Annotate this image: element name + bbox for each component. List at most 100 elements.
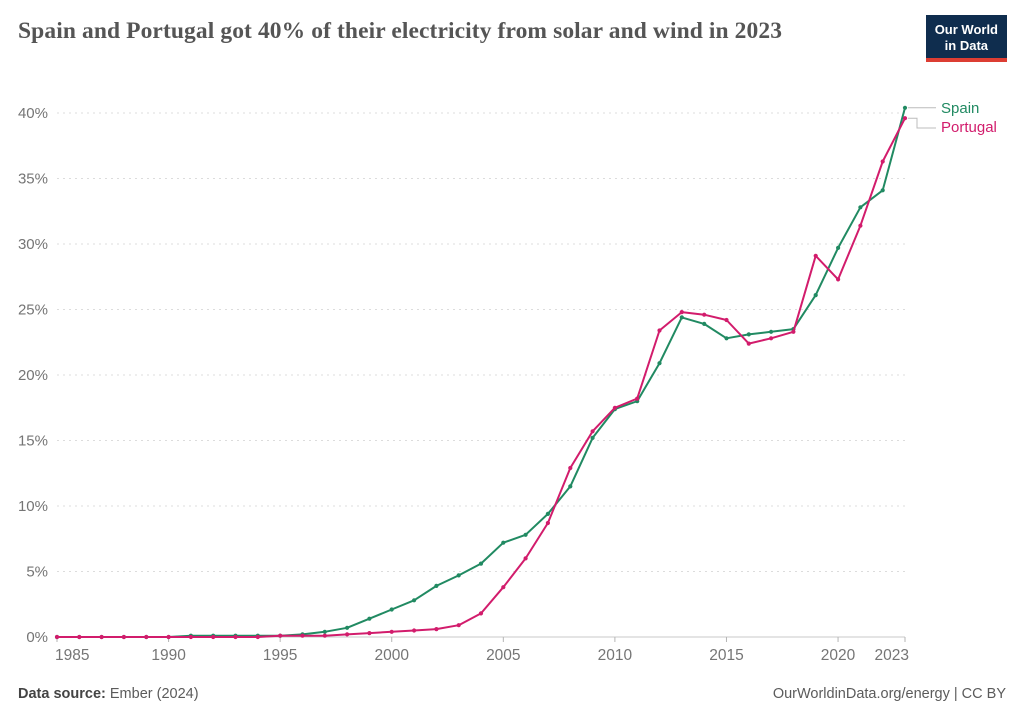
- x-tick-label: 1995: [263, 647, 297, 664]
- data-point-portugal-1992[interactable]: [211, 634, 216, 640]
- y-tick-label: 0%: [26, 629, 48, 646]
- data-source-value: Ember (2024): [109, 686, 199, 702]
- data-point-portugal-1987[interactable]: [99, 634, 104, 640]
- data-point-spain-1998[interactable]: [345, 625, 350, 630]
- owid-logo-line2: in Data: [944, 38, 989, 53]
- data-point-portugal-2005[interactable]: [501, 585, 506, 590]
- data-point-portugal-1994[interactable]: [255, 634, 260, 640]
- y-tick-label: 40%: [18, 105, 48, 122]
- data-point-portugal-2010[interactable]: [612, 405, 618, 410]
- data-point-spain-2021[interactable]: [858, 205, 863, 210]
- data-point-spain-2023[interactable]: [902, 105, 908, 110]
- x-tick-label: 2020: [821, 647, 856, 664]
- legend-connectors: [908, 107, 936, 129]
- data-point-portugal-2001[interactable]: [412, 628, 417, 633]
- data-point-portugal-2015[interactable]: [724, 317, 729, 323]
- data-point-portugal-2020[interactable]: [836, 277, 841, 282]
- data-point-portugal-1991[interactable]: [188, 634, 193, 640]
- x-tick-label: 1985: [55, 647, 89, 664]
- data-point-portugal-2018[interactable]: [791, 329, 796, 334]
- data-point-spain-2001[interactable]: [412, 598, 417, 603]
- data-point-spain-2020[interactable]: [836, 245, 841, 250]
- page-title: Spain and Portugal got 40% of their elec…: [18, 18, 783, 44]
- data-point-portugal-2009[interactable]: [590, 429, 595, 434]
- data-point-portugal-1993[interactable]: [233, 634, 238, 640]
- data-point-portugal-1995[interactable]: [278, 633, 283, 638]
- series-points-portugal[interactable]: [54, 116, 908, 640]
- data-point-portugal-1999[interactable]: [367, 631, 372, 636]
- x-axis-labels: 1985 1990 1995 2000 2005 2010 2015 2020 2023: [55, 647, 909, 664]
- y-tick-label: 5%: [26, 564, 48, 581]
- data-point-portugal-2017[interactable]: [769, 336, 774, 341]
- data-source-label: Data source:: [18, 686, 106, 702]
- data-point-portugal-2012[interactable]: [657, 328, 662, 333]
- y-tick-label: 10%: [18, 498, 48, 515]
- data-point-spain-2009[interactable]: [590, 435, 595, 440]
- data-point-portugal-2002[interactable]: [434, 627, 439, 632]
- data-point-spain-2016[interactable]: [746, 332, 751, 337]
- series-line-portugal[interactable]: [56, 117, 906, 638]
- x-tick-label: 2005: [486, 647, 520, 664]
- data-point-portugal-2007[interactable]: [545, 520, 551, 526]
- data-point-portugal-2003[interactable]: [456, 623, 461, 628]
- data-point-spain-2014[interactable]: [702, 321, 707, 326]
- x-tick-label: 2000: [374, 647, 409, 664]
- data-point-spain-2022[interactable]: [880, 188, 885, 193]
- data-point-portugal-2016[interactable]: [746, 341, 751, 346]
- y-gridlines: [57, 112, 905, 572]
- y-tick-label: 25%: [18, 302, 48, 319]
- data-point-portugal-1989[interactable]: [144, 634, 149, 640]
- x-tick-label: 2023: [875, 647, 909, 664]
- data-point-portugal-2004[interactable]: [478, 611, 484, 616]
- owid-logo[interactable]: Our World in Data: [925, 15, 1007, 62]
- data-point-portugal-2000[interactable]: [389, 629, 394, 634]
- y-tick-label: 30%: [18, 236, 48, 253]
- data-point-spain-2003[interactable]: [456, 573, 461, 578]
- x-tick-label: 1990: [151, 647, 186, 664]
- data-point-spain-2012[interactable]: [657, 361, 662, 366]
- series-points-spain[interactable]: [54, 105, 908, 640]
- data-point-portugal-2023[interactable]: [902, 116, 908, 121]
- data-point-spain-2019[interactable]: [813, 293, 818, 298]
- data-point-portugal-1985[interactable]: [54, 634, 60, 640]
- y-tick-label: 35%: [18, 171, 48, 188]
- series-line-spain[interactable]: [56, 106, 906, 638]
- data-point-portugal-1998[interactable]: [345, 632, 350, 637]
- data-point-spain-2013[interactable]: [679, 315, 684, 320]
- data-point-portugal-1988[interactable]: [121, 634, 126, 640]
- data-point-spain-2015[interactable]: [724, 336, 729, 341]
- data-point-spain-2005[interactable]: [501, 540, 506, 545]
- data-point-spain-2002[interactable]: [434, 583, 439, 589]
- data-point-spain-1999[interactable]: [367, 616, 372, 621]
- data-point-portugal-2014[interactable]: [702, 312, 707, 317]
- data-point-portugal-2013[interactable]: [679, 310, 684, 315]
- legend-label-spain[interactable]: Spain: [941, 100, 980, 117]
- data-point-spain-2006[interactable]: [523, 532, 528, 537]
- data-point-portugal-2022[interactable]: [880, 159, 885, 164]
- data-point-portugal-2011[interactable]: [635, 396, 640, 401]
- data-point-spain-2000[interactable]: [389, 607, 394, 612]
- y-tick-label: 20%: [18, 367, 48, 384]
- data-point-spain-2004[interactable]: [478, 561, 484, 566]
- data-point-portugal-1986[interactable]: [77, 634, 82, 640]
- data-point-portugal-2008[interactable]: [568, 465, 573, 471]
- data-point-spain-1997[interactable]: [322, 629, 327, 634]
- data-point-spain-2017[interactable]: [769, 329, 774, 334]
- x-tick-label: 2015: [709, 647, 743, 664]
- legend-label-portugal[interactable]: Portugal: [941, 119, 997, 136]
- data-point-portugal-2019[interactable]: [813, 253, 818, 258]
- data-point-portugal-2006[interactable]: [523, 556, 528, 561]
- data-point-spain-2008[interactable]: [568, 484, 573, 489]
- data-source-note: Data source: Ember (2024): [18, 686, 199, 702]
- y-axis-labels: 0% 5% 10% 15% 20% 25% 30% 35% 40%: [18, 105, 48, 646]
- owid-logo-line1: Our World: [934, 22, 998, 37]
- y-tick-label: 15%: [18, 433, 48, 450]
- data-point-portugal-1990[interactable]: [166, 634, 171, 640]
- x-tick-label: 2010: [598, 647, 633, 664]
- data-point-portugal-2021[interactable]: [858, 223, 863, 228]
- data-point-portugal-1996[interactable]: [300, 633, 305, 638]
- credit-link[interactable]: OurWorldinData.org/energy | CC BY: [772, 686, 1006, 702]
- data-point-spain-2007[interactable]: [545, 511, 551, 516]
- data-point-portugal-1997[interactable]: [322, 633, 327, 638]
